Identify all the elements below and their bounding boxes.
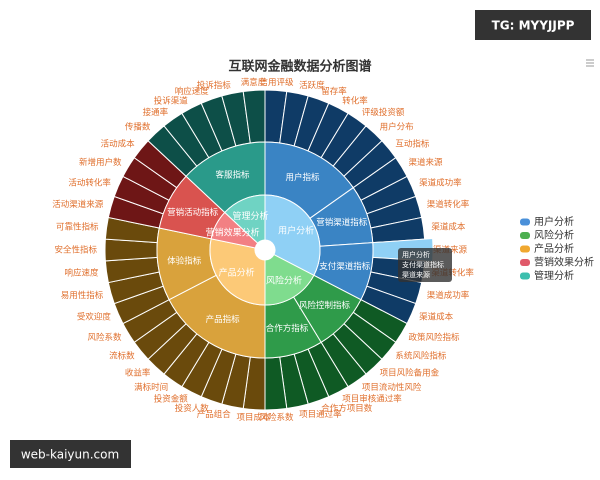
- leaf-label: 响应速度: [65, 267, 100, 278]
- leaf-label: 风险系数: [87, 332, 122, 343]
- leaf-label: 响应速度: [175, 86, 210, 97]
- watermark: TG: MYYJJPP: [492, 19, 575, 33]
- leaf-label: 活动转化率: [68, 178, 111, 189]
- category-label: 产品分析: [219, 267, 255, 279]
- leaf-label: 项目流动性风险: [362, 382, 422, 393]
- leaf-label: 项目审核通过率: [342, 394, 402, 405]
- leaf-label: 渠道成本: [419, 311, 454, 322]
- leaf-label: 渠道成功率: [427, 290, 470, 301]
- leaf-label: 留存率: [321, 86, 347, 97]
- group-label: 体验指标: [167, 256, 202, 267]
- leaf-label: 渠道转化率: [427, 199, 470, 210]
- leaf-label: 风险系数: [259, 412, 294, 423]
- category-label: 管理分析: [232, 210, 268, 222]
- leaf-label: 新增用户数: [79, 157, 122, 168]
- watermark-box: [10, 440, 131, 468]
- category-segment: [209, 238, 266, 306]
- leaf-label: 活跃度: [299, 80, 325, 91]
- category-segment: [264, 194, 321, 276]
- group-label: 营销渠道指标: [316, 217, 368, 228]
- leaf-label: 用户分布: [380, 122, 414, 133]
- category-segment: [264, 253, 315, 306]
- leaf-label: 活动渠道来源: [52, 199, 104, 210]
- leaf-label: 政策风险指标: [409, 332, 461, 343]
- leaf-label: 投诉渠道: [154, 95, 189, 106]
- legend-swatch: [520, 272, 530, 280]
- leaf-label: 产品组合: [197, 409, 232, 420]
- leaf-label: 活动成本: [101, 138, 136, 149]
- group-label: 产品指标: [206, 314, 241, 325]
- leaf-label: 合作方项目数: [321, 403, 373, 414]
- leaf-label: 项目风险备用金: [380, 367, 440, 378]
- leaf-label: 传播数: [125, 122, 151, 133]
- leaf-label: 项目通过率: [299, 409, 342, 420]
- legend-swatch: [520, 245, 530, 253]
- category-label: 营销效果分析: [206, 227, 260, 239]
- category-segment: [224, 194, 266, 244]
- legend-swatch: [520, 218, 530, 226]
- leaf-label: 安全性指标: [54, 245, 97, 256]
- watermark-box: [475, 10, 591, 40]
- leaf-label: 收益率: [125, 367, 151, 378]
- leaf-label: 互动指标: [395, 138, 430, 149]
- tooltip-text: 用户分析: [402, 250, 430, 259]
- leaf-label: 信用评级: [259, 77, 294, 88]
- legend-label: 营销效果分析: [534, 256, 594, 269]
- leaf-label: 渠道成本: [431, 222, 466, 233]
- leaf-label: 易用性指标: [61, 290, 104, 301]
- leaf-label: 转化率: [342, 95, 368, 106]
- legend-swatch: [520, 259, 530, 266]
- leaf-label: 受欢迎度: [77, 311, 112, 322]
- center-hole: [256, 241, 274, 259]
- legend-label: 产品分析: [534, 242, 574, 255]
- leaf-label: 渠道来源: [409, 157, 444, 168]
- leaf-label: 评级投资额: [362, 107, 405, 118]
- watermark: web-kaiyun.com: [21, 448, 119, 462]
- leaf-label: 满意度: [241, 77, 267, 88]
- tooltip-text: 支付渠道指标: [402, 260, 444, 269]
- leaf-label: 投资金额: [154, 394, 189, 405]
- group-label: 支付渠道指标: [319, 261, 371, 272]
- group-label: 客服指标: [216, 170, 251, 181]
- leaf-label: 投诉指标: [197, 80, 232, 91]
- leaf-label: 可靠性指标: [56, 222, 99, 233]
- group-label: 营销活动指标: [167, 207, 219, 218]
- tooltip-box: [398, 248, 452, 282]
- legend-label: 用户分析: [534, 215, 574, 228]
- leaf-label: 投资人数: [175, 403, 210, 414]
- legend-label: 管理分析: [534, 269, 574, 282]
- legend-swatch: [520, 232, 530, 239]
- leaf-label: 流标数: [109, 351, 135, 362]
- leaf-label: 渠道转化率: [431, 267, 474, 278]
- leaf-label: 系统风险指标: [395, 351, 447, 362]
- legend-label: 风险分析: [534, 229, 574, 242]
- group-label: 合作方指标: [266, 323, 309, 334]
- group-label: 用户指标: [285, 172, 320, 183]
- leaf-label: 渠道成功率: [419, 178, 462, 189]
- group-label: 风险控制指标: [299, 300, 351, 311]
- tooltip-text: 渠道来源: [402, 270, 430, 279]
- chart-title: 互联网金融数据分析图谱: [228, 59, 371, 75]
- leaf-label: 满标时间: [134, 382, 168, 393]
- category-label: 风险分析: [266, 275, 302, 287]
- category-label: 用户分析: [278, 225, 314, 237]
- menu-icon[interactable]: [586, 59, 594, 67]
- leaf-label: 接通率: [143, 107, 169, 118]
- leaf-label: 项目成本: [237, 412, 272, 423]
